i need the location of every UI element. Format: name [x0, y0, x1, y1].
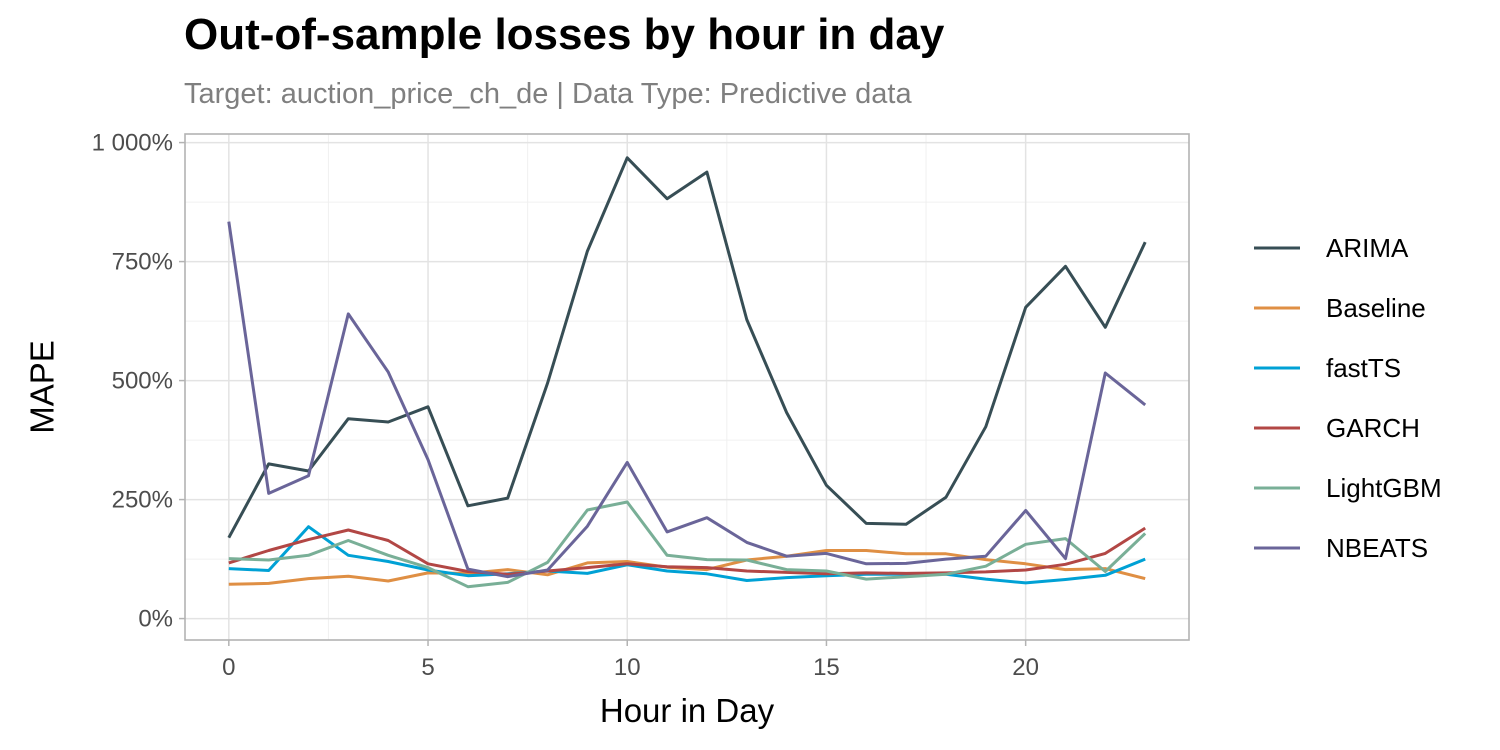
minor-gridlines	[185, 134, 1189, 640]
legend-item-baseline: Baseline	[1254, 293, 1426, 323]
y-tick-label: 1 000%	[92, 130, 173, 157]
major-gridlines	[185, 134, 1189, 640]
x-tick-label: 15	[813, 654, 840, 681]
x-tick-label: 10	[614, 654, 641, 681]
series-lines	[227, 156, 1147, 589]
legend-label: fastTS	[1326, 353, 1401, 383]
x-tick-label: 0	[222, 654, 235, 681]
legend-item-garch: GARCH	[1254, 413, 1420, 443]
y-axis-ticks: 0% 250% 500% 750% 1 000%	[92, 130, 185, 633]
legend-label: Baseline	[1326, 293, 1426, 323]
y-tick-label: 250%	[112, 487, 173, 514]
plot-panel-border	[184, 133, 1190, 641]
legend-label: LightGBM	[1326, 473, 1442, 503]
y-axis-title: MAPE	[24, 340, 61, 434]
series-line-arima	[227, 156, 1147, 539]
x-tick-label: 20	[1012, 654, 1039, 681]
x-axis-ticks: 0 5 10 15 20	[222, 640, 1039, 681]
legend-item-nbeats: NBEATS	[1254, 533, 1428, 563]
legend: ARIMA Baseline fastTS GARCH LightGBM NBEATS	[1254, 233, 1442, 563]
series-line-garch	[228, 526, 1147, 576]
y-tick-label: 500%	[112, 368, 173, 395]
series-line-nbeats	[227, 221, 1147, 579]
y-tick-label: 0%	[138, 606, 173, 633]
x-tick-label: 5	[421, 654, 434, 681]
y-tick-label: 750%	[112, 249, 173, 276]
legend-item-arima: ARIMA	[1254, 233, 1409, 263]
series-line-lightgbm	[228, 500, 1147, 589]
x-axis-title: Hour in Day	[600, 692, 775, 729]
legend-label: ARIMA	[1326, 233, 1409, 263]
chart-subtitle: Target: auction_price_ch_de | Data Type:…	[184, 78, 912, 110]
legend-item-fastts: fastTS	[1254, 353, 1401, 383]
series-line-fastts	[228, 525, 1146, 585]
chart-title: Out-of-sample losses by hour in day	[184, 10, 945, 59]
legend-label: GARCH	[1326, 413, 1420, 443]
legend-item-lightgbm: LightGBM	[1254, 473, 1442, 503]
legend-label: NBEATS	[1326, 533, 1428, 563]
